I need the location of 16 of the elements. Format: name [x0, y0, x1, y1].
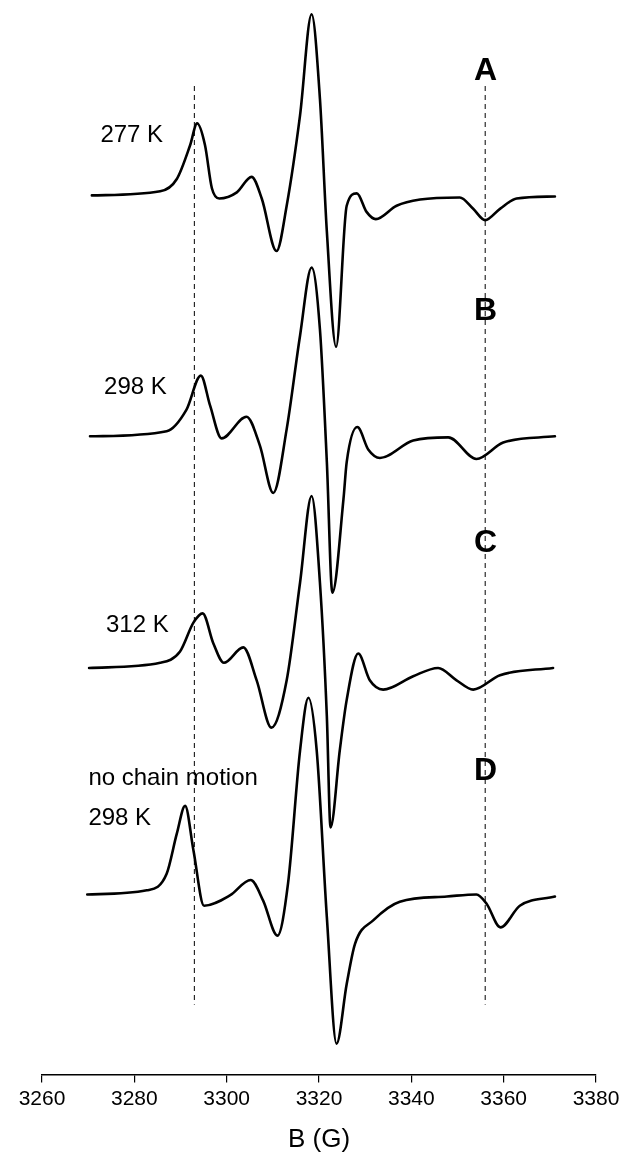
x-tick-label: 3320: [295, 1086, 343, 1109]
x-axis-title: B (G): [287, 1122, 351, 1153]
x-tick-label: 3280: [110, 1086, 158, 1109]
annotation: A: [474, 51, 498, 88]
annotation: C: [474, 522, 498, 559]
series-label: 312 K: [105, 610, 169, 638]
annotation: D: [474, 751, 498, 788]
x-tick-label: 3380: [572, 1086, 620, 1109]
x-tick-label: 3260: [18, 1086, 66, 1109]
series-label: 277 K: [100, 119, 164, 147]
series-label: 298 K: [104, 372, 167, 400]
series-label: no chain motion 298 K: [88, 762, 258, 830]
x-tick-label: 3300: [203, 1086, 251, 1109]
x-tick-label: 3360: [480, 1086, 528, 1109]
annotation: B: [474, 291, 498, 328]
x-tick-label: 3340: [387, 1086, 435, 1109]
